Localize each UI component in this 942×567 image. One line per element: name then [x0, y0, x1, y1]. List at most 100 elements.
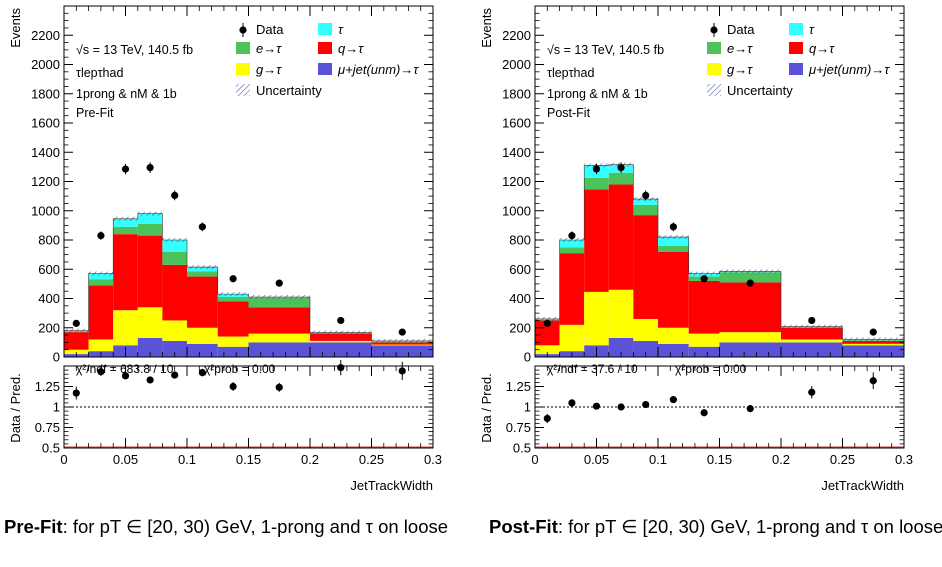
bar-g_tau — [310, 340, 372, 343]
data-point — [171, 191, 179, 199]
bar-g_tau — [64, 349, 89, 355]
ratio-point — [808, 388, 816, 396]
ratio-point — [746, 405, 754, 413]
x-tick-label: 0.25 — [830, 452, 855, 467]
bar-q_tau — [137, 235, 163, 308]
data-point — [72, 319, 80, 327]
chi2-ndf-label: χ²/ndf = 37.6 / 10 — [547, 362, 638, 376]
ratio-y-tick-label: 0.75 — [35, 420, 60, 435]
bar-mu_tau — [842, 345, 904, 357]
y-tick-label: 1000 — [502, 203, 531, 218]
data-point — [746, 279, 754, 287]
x-tick-label: 0.05 — [584, 452, 609, 467]
y-tick-label: 1600 — [502, 116, 531, 131]
data-point — [568, 232, 576, 240]
bar-g_tau — [88, 339, 114, 352]
bar-e_tau — [113, 226, 138, 235]
bar-g_tau — [162, 320, 187, 341]
bar-g_tau — [187, 327, 218, 344]
ratio-point — [97, 368, 105, 376]
ratio-y-tick-label: 0.75 — [506, 420, 531, 435]
y-tick-label: 1600 — [31, 116, 60, 131]
bar-e_tau — [217, 297, 249, 302]
y-axis-label: Events — [479, 8, 494, 48]
y-tick-label: 1400 — [31, 145, 60, 160]
bar-g_tau — [658, 327, 689, 344]
x-tick-label: 0.1 — [649, 452, 667, 467]
y-tick-label: 400 — [38, 291, 60, 306]
stage-annotation: Post-Fit — [547, 106, 591, 120]
legend-tau-swatch — [789, 23, 803, 35]
legend-tau-swatch — [318, 23, 332, 35]
bar-tau — [559, 240, 585, 248]
ratio-point — [669, 396, 677, 404]
x-tick-label: 0.1 — [178, 452, 196, 467]
bar-q_tau — [88, 285, 114, 340]
data-point — [700, 275, 708, 283]
bar-e_tau — [559, 247, 585, 254]
ratio-point — [568, 399, 576, 407]
ratio-y-axis-label: Data / Pred. — [479, 373, 494, 442]
chi2-prob-label: χ²prob = 0.00 — [204, 362, 276, 376]
caption-bold: Pre-Fit — [4, 516, 63, 537]
y-tick-label: 0 — [53, 350, 60, 365]
data-point — [198, 223, 206, 231]
bar-g_tau — [371, 344, 433, 346]
y-tick-label: 2000 — [502, 57, 531, 72]
bar-mu_tau — [658, 343, 689, 357]
bar-q_tau — [217, 301, 249, 337]
bar-tau — [113, 218, 138, 227]
y-tick-label: 2200 — [31, 28, 60, 43]
stack-outline — [63, 213, 434, 357]
bar-mu_tau — [719, 342, 781, 357]
y-tick-label: 600 — [509, 262, 531, 277]
bar-g_tau — [113, 310, 138, 346]
ratio-point — [337, 364, 345, 372]
bar-q_tau — [64, 332, 89, 350]
caption-text: : for pT ∈ [20, 30) GeV, 1-prong and τ o… — [62, 516, 449, 537]
y-tick-label: 1200 — [31, 174, 60, 189]
y-tick-label: 800 — [38, 233, 60, 248]
legend-data-label: Data — [256, 22, 284, 37]
bar-tau — [137, 213, 163, 224]
x-tick-label: 0.15 — [236, 452, 261, 467]
data-point — [669, 223, 677, 231]
bar-mu_tau — [217, 346, 249, 357]
bar-e_tau — [584, 177, 609, 190]
legend-uncertainty-label: Uncertainty — [727, 83, 793, 98]
energy-annotation: √s = 13 TeV, 140.5 fb — [76, 43, 193, 57]
pre-fit-caption: Pre-Fit: for pT ∈ [20, 30) GeV, 1-prong … — [4, 516, 464, 538]
bar-q_tau — [559, 253, 585, 325]
ratio-point — [146, 376, 154, 384]
bar-q_tau — [781, 327, 843, 340]
data-point — [337, 316, 345, 325]
x-axis-label: JetTrackWidth — [821, 478, 904, 493]
y-tick-label: 600 — [38, 262, 60, 277]
y-tick-label: 1800 — [502, 86, 531, 101]
ratio-point — [72, 389, 80, 397]
legend-mu-tau-swatch — [318, 63, 332, 75]
x-tick-label: 0.2 — [772, 452, 790, 467]
bar-q_tau — [608, 184, 634, 290]
legend-e-tau-swatch — [707, 42, 721, 54]
data-point — [146, 164, 154, 172]
ratio-y-tick-label: 1 — [53, 400, 60, 415]
bar-mu_tau — [137, 337, 163, 357]
ratio-y-axis-label: Data / Pred. — [8, 373, 23, 442]
bar-mu_tau — [162, 340, 187, 357]
ratio-point — [617, 403, 625, 411]
y-tick-label: 1800 — [31, 86, 60, 101]
y-tick-label: 1200 — [502, 174, 531, 189]
data-point — [869, 328, 877, 336]
legend-q-tau-swatch — [789, 42, 803, 54]
ratio-point — [869, 377, 877, 385]
stage-annotation: Pre-Fit — [76, 106, 114, 120]
bar-tau — [88, 273, 114, 280]
bar-g_tau — [535, 345, 560, 355]
bar-q_tau — [719, 282, 781, 333]
bar-g_tau — [633, 318, 658, 341]
bar-q_tau — [688, 280, 720, 334]
legend-e-tau-swatch — [236, 42, 250, 54]
legend-q-tau-label: q→τ — [809, 41, 835, 56]
bar-q_tau — [162, 264, 187, 321]
